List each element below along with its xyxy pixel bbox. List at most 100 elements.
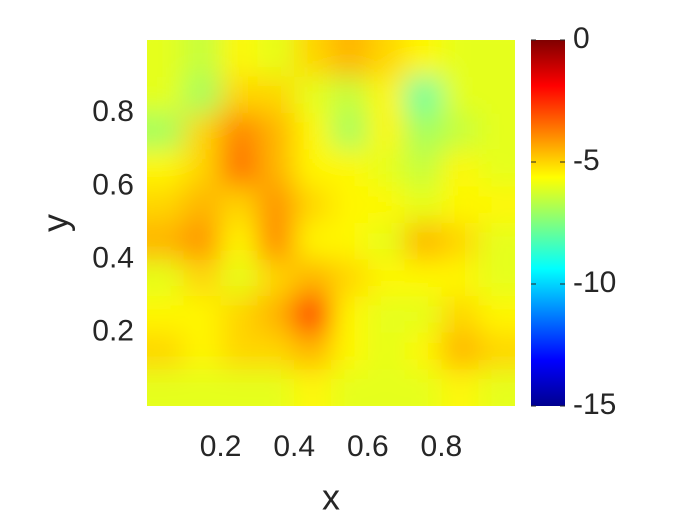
- heatmap-cell: [404, 223, 442, 261]
- heatmap-cell: [478, 296, 515, 334]
- heatmap-cell: [257, 113, 295, 151]
- colorbar-tick-label: 0: [573, 22, 590, 55]
- heatmap-cell: [478, 149, 515, 187]
- heatmap-cell: [367, 296, 406, 334]
- heatmap-cell: [183, 332, 222, 370]
- colorbar-tick-label: -5: [573, 144, 600, 177]
- heatmap-cell: [147, 332, 185, 370]
- x-tick-label: 0.2: [200, 430, 242, 463]
- y-tick-label: 0.4: [92, 242, 134, 275]
- heatmap-cell: [404, 40, 442, 78]
- heatmap-cell: [441, 332, 479, 370]
- heatmap-cell: [220, 113, 258, 151]
- colorbar: [531, 40, 565, 406]
- heatmap-cell: [257, 296, 295, 334]
- heatmap-cell: [147, 223, 185, 261]
- heatmap-cell: [220, 76, 258, 114]
- heatmap-cell: [294, 296, 332, 334]
- heatmap-cell: [404, 186, 442, 224]
- heatmap-cell: [478, 369, 515, 406]
- y-axis-label: y: [35, 214, 76, 232]
- heatmap-cell: [147, 149, 185, 187]
- heatmap-cell: [294, 369, 332, 406]
- heatmap-cell: [147, 296, 185, 334]
- heatmap-cell: [183, 186, 222, 224]
- heatmap-cell: [257, 40, 295, 78]
- x-tick-label: 0.8: [421, 430, 463, 463]
- heatmap-cell: [331, 259, 369, 297]
- heatmap-cell: [331, 369, 369, 406]
- heatmap-cell: [331, 149, 369, 187]
- heatmap-cell: [183, 369, 222, 406]
- heatmap-cell: [331, 186, 369, 224]
- heatmap-cell: [367, 76, 406, 114]
- heatmap-cell: [183, 296, 222, 334]
- heatmap-cell: [220, 223, 258, 261]
- heatmap-cell: [367, 332, 406, 370]
- heatmap-cell: [331, 223, 369, 261]
- heatmap-cell: [257, 223, 295, 261]
- heatmap-cell: [441, 369, 479, 406]
- heatmap-cell: [331, 76, 369, 114]
- heatmap-cell: [294, 332, 332, 370]
- heatmap-cell: [367, 40, 406, 78]
- heatmap-cell: [367, 149, 406, 187]
- heatmap-cell: [478, 40, 515, 78]
- heatmap-cell: [220, 149, 258, 187]
- heatmap-cell: [367, 259, 406, 297]
- heatmap-cell: [220, 369, 258, 406]
- x-tick-label: 0.6: [347, 430, 389, 463]
- heatmap-cell: [257, 369, 295, 406]
- heatmap-cell: [404, 296, 442, 334]
- heatmap-cell: [367, 113, 406, 151]
- colorbar-tick-label: -10: [573, 266, 616, 299]
- heatmap-cell: [220, 186, 258, 224]
- heatmap-cell: [441, 296, 479, 334]
- heatmap-cell: [478, 223, 515, 261]
- heatmap-cell: [294, 186, 332, 224]
- heatmap-cell: [220, 296, 258, 334]
- heatmap-cell: [257, 259, 295, 297]
- x-axis-label: x: [322, 477, 340, 518]
- heatmap-cell: [478, 259, 515, 297]
- heatmap-cell: [183, 40, 222, 78]
- x-tick-label: 0.4: [273, 430, 315, 463]
- heatmap-cell: [294, 113, 332, 151]
- heatmap-cell: [404, 259, 442, 297]
- heatmap-cell: [478, 332, 515, 370]
- heatmap-cell: [294, 40, 332, 78]
- heatmap-cell: [367, 186, 406, 224]
- heatmap-cell: [183, 113, 222, 151]
- heatmap-cell: [220, 40, 258, 78]
- heatmap-cell: [367, 369, 406, 406]
- heatmap-cell: [331, 296, 369, 334]
- heatmap-cell: [257, 76, 295, 114]
- heatmap-cell: [183, 259, 222, 297]
- heatmap-cell: [147, 369, 185, 406]
- heatmap-cell: [478, 113, 515, 151]
- heatmap-cell: [478, 76, 515, 114]
- heatmap-cell: [367, 223, 406, 261]
- heatmap-cell: [404, 113, 442, 151]
- heatmap-cell: [257, 332, 295, 370]
- heatmap-cell: [294, 76, 332, 114]
- heatmap-cell: [441, 259, 479, 297]
- y-tick-label: 0.8: [92, 95, 134, 128]
- heatmap-cell: [404, 149, 442, 187]
- heatmap-cell: [331, 332, 369, 370]
- heatmap-cell: [441, 76, 479, 114]
- heatmap-cell: [404, 369, 442, 406]
- heatmap-cell: [441, 149, 479, 187]
- heatmap-cell: [147, 259, 185, 297]
- heatmap-cell: [478, 186, 515, 224]
- heatmap-cell: [183, 76, 222, 114]
- heatmap-cell: [147, 40, 185, 78]
- heatmap-cell: [220, 259, 258, 297]
- heatmap-cell: [220, 332, 258, 370]
- y-tick-label: 0.6: [92, 168, 134, 201]
- heatmap-cell: [404, 332, 442, 370]
- heatmap-cell: [257, 149, 295, 187]
- heatmap-cell: [441, 113, 479, 151]
- heatmap-cell: [441, 186, 479, 224]
- heatmap-cell: [147, 76, 185, 114]
